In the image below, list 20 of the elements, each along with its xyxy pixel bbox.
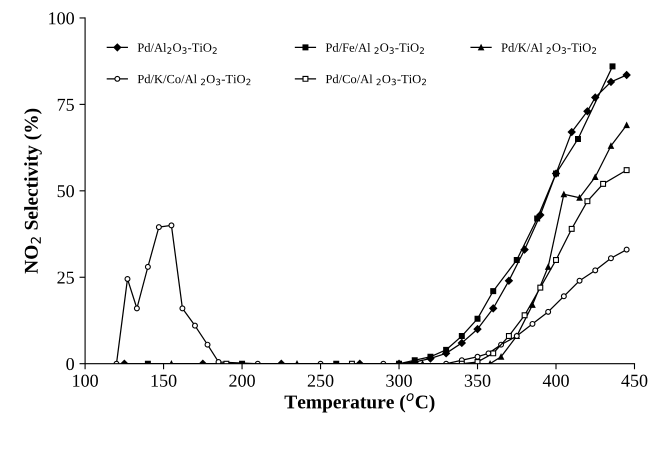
y-tick-label: 75 <box>58 98 74 111</box>
x-tick-label: 150 <box>152 374 176 387</box>
legend-label: Pd/Fe/Al $_{2}$O$_{3}$-TiO$_{2}$ <box>326 43 424 54</box>
legend-label: Pd/K/Al $_{2}$O$_{3}$-TiO$_{2}$ <box>501 43 596 54</box>
x-tick-label: 100 <box>73 374 98 387</box>
y-tick-label: 50 <box>58 185 74 198</box>
x-tick-label: 350 <box>464 374 490 387</box>
y-tick-label: 100 <box>49 12 74 24</box>
x-axis-title: Temperature ($^{o}$C) <box>284 393 434 412</box>
x-tick-label: 200 <box>229 374 255 387</box>
x-tick-label: 300 <box>386 374 412 387</box>
x-tick-label: 400 <box>542 374 569 387</box>
x-tick-label: 250 <box>308 374 334 387</box>
legend-label: Pd/Co/Al $_{2}$O$_{3}$-TiO$_{2}$ <box>326 74 426 86</box>
y-tick-label: 0 <box>66 358 74 370</box>
legend-label: Pd/K/Co/Al $_{2}$O$_{3}$-TiO$_{2}$ <box>138 74 250 86</box>
x-tick-label: 450 <box>621 374 648 387</box>
y-axis-title: NO$_{2}$ Selectivity (%) <box>24 108 42 274</box>
legend-label: Pd/Al$_{2}$O$_{3}$-TiO$_{2}$ <box>138 43 217 54</box>
y-tick-label: 25 <box>57 272 74 284</box>
